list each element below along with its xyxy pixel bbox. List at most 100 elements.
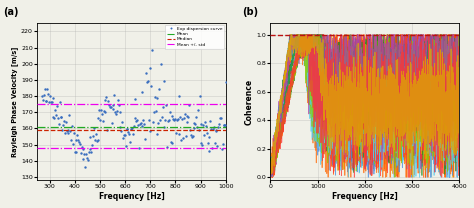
Point [43,99,50,103]
Point [67,139,75,142]
Point [182,114,190,118]
Point [146,66,153,69]
Point [127,140,134,144]
Point [74,138,82,142]
Point [196,94,203,98]
Point [102,96,110,99]
Point [153,133,160,136]
Point [150,110,158,114]
Point [152,109,159,112]
Point [145,118,153,121]
Point [99,119,107,123]
Point [115,103,122,106]
Point [203,131,210,134]
Point [133,119,141,122]
Point [110,94,118,97]
X-axis label: Frequency [Hz]: Frequency [Hz] [332,192,398,201]
Point [168,141,175,144]
Point [211,141,219,145]
Point [144,80,152,83]
Point [155,87,163,90]
Point [198,141,205,144]
Point [86,147,93,151]
Point [175,132,182,136]
Point [119,137,127,140]
Point [81,152,88,155]
Point [221,123,229,127]
Point [218,148,226,151]
Point [146,129,154,133]
Point [51,116,58,119]
Point [216,116,224,119]
Point [184,116,192,119]
Point [106,105,114,108]
Point [69,142,77,146]
Point [54,116,62,119]
Point [140,122,148,126]
Point [89,135,97,138]
Point [90,126,98,129]
Point [48,101,55,104]
Point [93,139,100,143]
Point [91,138,99,141]
Point [164,119,172,123]
Text: (b): (b) [242,7,258,17]
Y-axis label: Rayleigh Phase Velocity [m/s]: Rayleigh Phase Velocity [m/s] [11,47,18,157]
Point [197,122,204,125]
Point [73,138,80,141]
Point [183,120,191,124]
Point [114,98,122,102]
Point [131,117,138,120]
Point [206,136,213,139]
Point [87,135,94,139]
Point [52,108,59,111]
Point [103,128,111,131]
Point [207,119,214,122]
Point [120,133,128,136]
Point [181,112,189,115]
Point [192,116,200,119]
Point [62,120,70,124]
Point [56,100,64,104]
Point [148,48,156,51]
Point [178,118,186,121]
Point [157,63,165,66]
Point [158,115,165,119]
Point [78,145,85,149]
Point [73,134,81,137]
Point [141,137,149,140]
Point [77,152,84,155]
Point [95,116,102,120]
Point [182,134,190,138]
Point [142,72,150,75]
Point [201,121,209,124]
Point [185,104,193,107]
Point [138,90,146,93]
Point [50,116,57,119]
Point [191,121,198,125]
Point [111,110,119,113]
Point [84,158,91,162]
Point [100,110,108,113]
Point [96,119,104,122]
X-axis label: Frequency [Hz]: Frequency [Hz] [99,192,164,201]
Point [130,124,137,127]
Point [47,101,55,104]
Point [118,121,126,124]
Point [210,125,218,128]
Point [149,120,157,123]
Point [180,116,188,120]
Point [162,119,169,122]
Point [71,150,78,154]
Point [219,142,227,145]
Point [193,125,201,128]
Point [101,99,109,102]
Point [156,118,164,122]
Point [82,152,90,155]
Point [58,129,66,132]
Point [173,119,181,122]
Point [46,94,54,98]
Point [105,103,113,107]
Point [123,127,130,130]
Point [117,125,124,128]
